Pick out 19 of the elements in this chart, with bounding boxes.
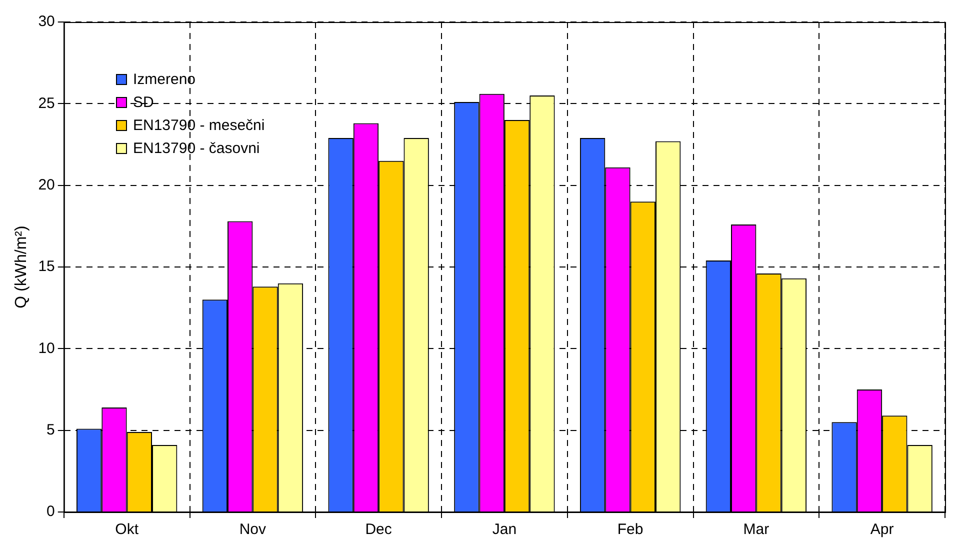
y-tick-label: 10	[38, 340, 55, 357]
y-axis-title: Q (kWh/m²)	[13, 226, 30, 308]
y-tick-label: 15	[38, 258, 55, 276]
y-tick-label: 0	[46, 503, 55, 520]
x-tick-label: Mar	[743, 521, 770, 538]
y-tick-label: 5	[46, 421, 55, 438]
legend-label: SD	[133, 93, 154, 113]
x-tick-label: Feb	[617, 521, 644, 538]
y-tick-label: 20	[38, 176, 55, 194]
x-tick-label: Apr	[870, 521, 894, 538]
y-tick-label: 25	[38, 94, 55, 112]
legend-label: Izmereno	[133, 70, 196, 90]
y-tick-label: 30	[38, 13, 55, 30]
x-tick-label: Jan	[492, 521, 517, 538]
x-tick-label: Dec	[365, 521, 392, 538]
x-tick-label: Okt	[115, 521, 140, 538]
legend-label: EN13790 - mesečni	[133, 116, 265, 136]
legend-label: EN13790 - časovni	[133, 139, 260, 159]
x-tick-label: Nov	[239, 521, 267, 538]
